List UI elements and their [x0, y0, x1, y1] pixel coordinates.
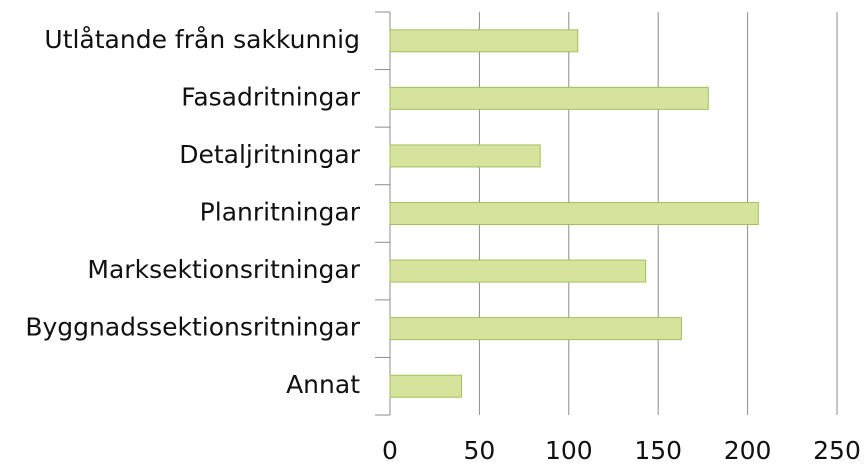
- y-tick-label: Annat: [286, 370, 360, 399]
- y-tick-label: Fasadritningar: [181, 82, 360, 111]
- bar: [389, 317, 682, 341]
- bar: [389, 202, 759, 225]
- x-tick-label: 50: [463, 436, 495, 465]
- bar: [389, 144, 541, 168]
- bar: [389, 374, 463, 398]
- x-tick-label: 0: [382, 436, 398, 465]
- x-tick-label: 100: [545, 436, 593, 465]
- y-tick-label: Detaljritningar: [179, 140, 360, 169]
- bar: [389, 86, 709, 110]
- y-tick-label: Marksektionsritningar: [87, 255, 360, 284]
- y-tick-label: Utlåtande från sakkunnig: [44, 25, 360, 54]
- bar: [389, 29, 579, 53]
- x-tick-label: 200: [724, 436, 772, 465]
- y-tick-label: Planritningar: [200, 198, 361, 227]
- x-tick-label: 150: [634, 436, 682, 465]
- x-tick-label: 250: [813, 436, 861, 465]
- bar: [389, 259, 647, 283]
- y-tick-label: Byggnadssektionsritningar: [25, 313, 360, 342]
